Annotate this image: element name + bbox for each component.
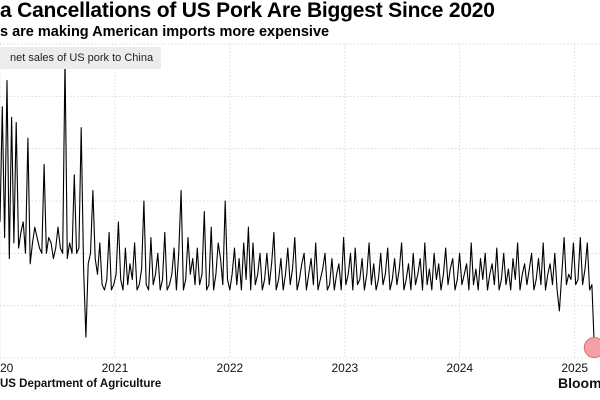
- legend-label: net sales of US pork to China: [10, 52, 154, 64]
- chart-title: a Cancellations of US Pork Are Biggest S…: [0, 0, 495, 22]
- source-note: US Department of Agriculture: [0, 378, 162, 390]
- last-point-marker: [583, 337, 600, 359]
- series-group: [0, 59, 600, 359]
- x-tick-label: 2025: [561, 361, 588, 375]
- x-tick-label: 2022: [217, 361, 244, 375]
- x-tick-label: 2023: [331, 361, 358, 375]
- x-tick-label: 20: [0, 361, 14, 375]
- chart-subtitle: s are making American imports more expen…: [0, 24, 330, 40]
- brand-logo: Bloom: [558, 375, 600, 391]
- x-tick-label: 2021: [102, 361, 129, 375]
- gridlines: [0, 43, 600, 359]
- x-axis-ticks: 20 2021 2022 2023 2024 2025: [0, 361, 588, 375]
- series-line: [0, 59, 595, 348]
- series-legend: net sales of US pork to China: [0, 47, 162, 69]
- x-tick-label: 2024: [446, 361, 473, 375]
